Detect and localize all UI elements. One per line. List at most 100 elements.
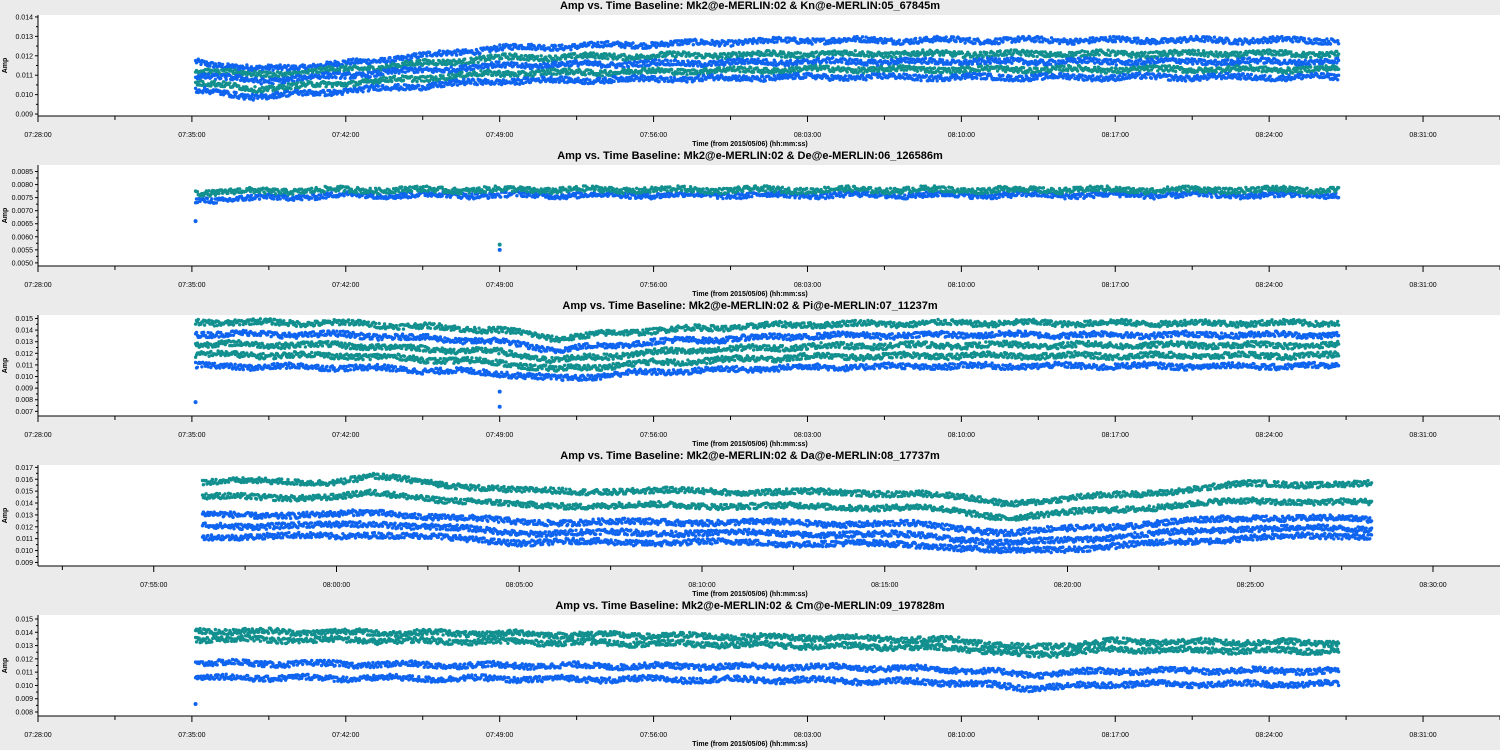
data-point	[623, 45, 627, 50]
data-point	[826, 64, 830, 69]
data-point	[816, 56, 821, 61]
data-point	[778, 36, 783, 40]
data-point	[1238, 50, 1243, 55]
data-point	[787, 40, 791, 44]
data-point	[393, 59, 398, 63]
data-point	[853, 49, 857, 53]
data-point	[749, 66, 753, 70]
data-point	[1010, 61, 1014, 65]
data-point	[1097, 53, 1101, 57]
data-point	[751, 41, 755, 46]
data-point	[837, 37, 841, 41]
y-tick-label: 0.009	[15, 112, 33, 119]
data-point	[1106, 48, 1110, 52]
data-point	[335, 64, 339, 68]
data-point	[418, 51, 423, 56]
data-point	[1009, 48, 1013, 52]
data-point	[678, 43, 682, 47]
data-point	[1191, 62, 1195, 66]
data-point	[446, 67, 451, 71]
data-point	[940, 58, 945, 62]
data-point	[546, 59, 551, 63]
data-point	[1192, 49, 1197, 53]
data-point	[779, 55, 784, 59]
data-point	[1075, 69, 1080, 73]
data-point	[810, 42, 814, 46]
data-point	[266, 63, 271, 67]
data-point	[476, 60, 480, 65]
data-point	[653, 58, 658, 62]
data-point	[1336, 39, 1340, 43]
data-point	[1019, 53, 1023, 57]
data-point	[572, 51, 577, 56]
data-point	[738, 70, 742, 74]
x-tick-label: 08:24:00	[1256, 132, 1283, 139]
data-point	[751, 70, 756, 74]
data-point	[913, 36, 918, 41]
data-point	[1304, 55, 1308, 59]
data-point	[1058, 51, 1063, 55]
data-point	[1108, 53, 1112, 58]
data-point	[409, 56, 414, 60]
data-point	[872, 35, 876, 40]
data-point	[1057, 41, 1062, 46]
data-point	[814, 40, 818, 44]
data-point	[716, 40, 721, 44]
data-point	[840, 60, 844, 64]
data-point	[1035, 54, 1039, 59]
data-point	[963, 41, 967, 45]
data-point	[669, 39, 673, 44]
data-point	[831, 56, 835, 60]
x-tick-label: 08:03:00	[794, 132, 821, 139]
y-tick-label: 0.010	[15, 92, 33, 99]
data-point	[1303, 58, 1308, 63]
data-point	[454, 53, 459, 57]
data-point	[1072, 42, 1076, 46]
data-point	[1034, 39, 1038, 43]
data-point	[392, 74, 397, 78]
data-point	[472, 60, 476, 64]
data-point	[1212, 35, 1217, 39]
data-point	[1247, 56, 1252, 60]
data-point	[731, 43, 735, 48]
data-point	[798, 51, 803, 55]
data-point	[459, 52, 463, 56]
x-tick-label: 07:28:00	[24, 132, 51, 139]
x-tick-label: 07:56:00	[640, 132, 667, 139]
data-point	[669, 59, 673, 63]
data-point	[415, 79, 419, 84]
data-point	[542, 44, 546, 48]
data-point	[414, 52, 418, 56]
data-point	[218, 62, 222, 66]
data-point	[1129, 55, 1134, 59]
plot-panel: 0.009 0.010 0.011 0.012 0.013 0.014 07:28:00 07…	[0, 0, 1500, 150]
data-point	[382, 56, 387, 61]
data-point	[289, 87, 293, 91]
data-point	[760, 37, 765, 41]
data-point	[1328, 42, 1333, 46]
data-point	[461, 48, 465, 52]
data-point	[841, 53, 845, 57]
data-point	[1206, 38, 1210, 43]
data-point	[199, 62, 203, 67]
data-point	[1066, 68, 1070, 73]
data-point	[1174, 69, 1178, 74]
data-point	[973, 41, 977, 45]
x-tick-label: 07:49:00	[486, 132, 513, 139]
data-point	[967, 36, 972, 40]
data-point	[450, 53, 454, 57]
data-point	[755, 41, 759, 45]
data-point	[814, 50, 819, 54]
data-point	[1289, 50, 1293, 54]
data-point	[208, 64, 212, 68]
data-point	[499, 56, 504, 61]
data-point	[346, 58, 351, 62]
data-point	[1161, 40, 1165, 45]
data-point	[1226, 58, 1230, 62]
data-point	[503, 52, 507, 56]
data-point	[390, 79, 394, 84]
data-point	[606, 39, 610, 44]
data-point	[212, 79, 217, 84]
data-point	[519, 54, 524, 58]
data-point	[302, 63, 307, 68]
